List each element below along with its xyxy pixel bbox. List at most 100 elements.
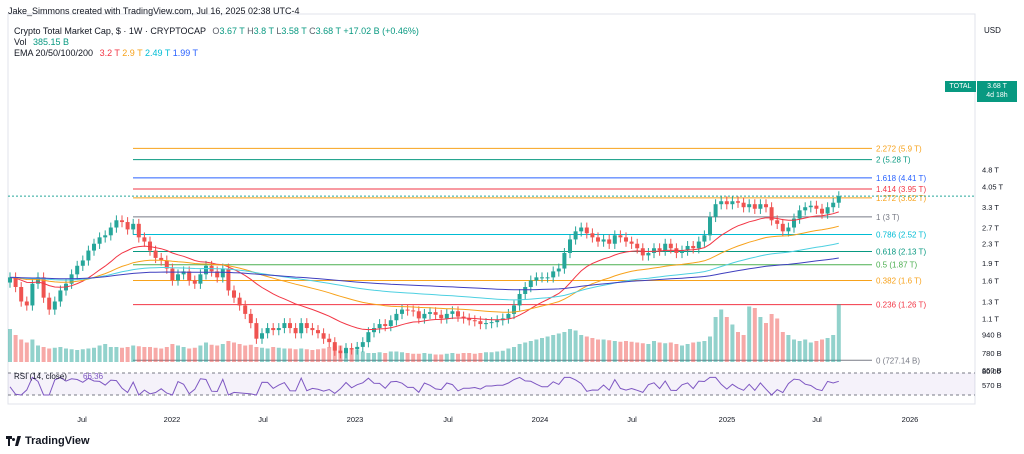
tradingview-brand[interactable]: TradingView <box>6 435 90 447</box>
price-axis-label: 2.7 T <box>982 224 999 233</box>
candle <box>579 227 584 232</box>
candle <box>551 271 556 278</box>
volume-bar <box>377 352 382 362</box>
time-axis-label: 2025 <box>719 415 736 424</box>
volume-bar <box>808 342 813 362</box>
rsi-line <box>9 376 839 396</box>
candle <box>282 323 287 329</box>
candle <box>80 260 85 266</box>
candle <box>663 243 668 251</box>
fib-level-label: 0.236 (1.26 T) <box>876 301 926 310</box>
rsi-axis-label: 80.00 <box>982 367 1001 376</box>
volume-bar <box>540 338 544 362</box>
volume-bar <box>831 335 836 362</box>
volume-bar <box>80 349 85 362</box>
volume-bar <box>400 352 404 362</box>
volume-bar <box>640 343 645 362</box>
candle <box>103 235 108 238</box>
candle <box>377 324 382 329</box>
candle <box>41 277 46 298</box>
candle <box>607 239 612 244</box>
candle <box>708 216 712 236</box>
volume-bar <box>366 353 371 362</box>
ema100-value: 2.49 T <box>144 48 171 58</box>
volume-bar <box>299 348 304 362</box>
volume-bar <box>512 347 516 362</box>
volume-bar <box>652 341 656 362</box>
candle <box>299 323 304 334</box>
volume-bar <box>596 339 600 362</box>
candle <box>360 342 365 347</box>
volume-bar <box>500 350 505 362</box>
volume-bar <box>8 329 12 362</box>
volume-bar <box>713 317 718 362</box>
candle <box>747 204 752 208</box>
time-axis-label: Jul <box>258 415 268 424</box>
fib-level-label: 0.5 (1.87 T) <box>876 261 918 270</box>
candle <box>696 241 701 249</box>
volume-bar <box>220 344 225 362</box>
volume-bar <box>523 342 528 362</box>
volume-bar <box>204 342 208 362</box>
time-axis-label: 2023 <box>347 415 364 424</box>
candle <box>97 237 102 244</box>
rsi-label: RSI (14, close) <box>14 372 67 381</box>
candle <box>108 227 113 236</box>
candle <box>47 297 52 310</box>
ohlc-open-label: O <box>212 26 220 36</box>
candle <box>170 268 175 281</box>
candle <box>310 328 315 331</box>
volume-bar <box>803 339 808 362</box>
candle <box>344 348 348 354</box>
volume-bar <box>164 347 169 362</box>
volume-bar <box>192 347 197 362</box>
candle <box>769 207 774 221</box>
candle <box>540 277 544 279</box>
volume-bar <box>579 335 584 362</box>
volume-bar <box>86 348 91 362</box>
candle <box>237 297 242 306</box>
time-axis-label: Jul <box>627 415 637 424</box>
ohlc-low-label: L <box>276 26 282 36</box>
price-axis-label: 4.05 T <box>982 182 1004 191</box>
candle <box>775 220 780 224</box>
candle <box>114 220 119 228</box>
candle <box>433 312 438 315</box>
candle <box>758 204 763 209</box>
candle <box>349 348 354 350</box>
candle <box>635 243 640 249</box>
volume-bar <box>36 345 40 362</box>
volume-bar <box>797 341 802 362</box>
volume-bar <box>472 353 477 362</box>
candle <box>19 287 24 302</box>
volume-bar <box>467 353 472 362</box>
volume-bar <box>495 351 500 362</box>
volume-bar <box>148 347 152 362</box>
volume-bar <box>730 324 735 362</box>
volume-bar <box>327 347 332 362</box>
time-axis-label: 2022 <box>164 415 181 424</box>
volume-bar <box>232 342 236 362</box>
volume-bar <box>349 348 354 362</box>
volume-bar <box>461 353 466 362</box>
volume-bar <box>416 353 421 362</box>
tradingview-wordmark: TradingView <box>25 435 90 447</box>
candle <box>136 223 141 238</box>
volume-bar <box>159 348 164 362</box>
candle <box>125 222 130 230</box>
candle <box>293 328 298 334</box>
candle <box>327 338 332 343</box>
candle <box>534 277 539 281</box>
candle <box>338 350 343 354</box>
volume-bar <box>136 346 141 362</box>
symbol-legend: Crypto Total Market Cap, $ · 1W · CRYPTO… <box>14 26 419 37</box>
fib-level-label: 1.272 (3.62 T) <box>876 194 926 203</box>
candle <box>411 310 416 312</box>
volume-bar <box>64 348 68 362</box>
volume-bar <box>316 349 320 362</box>
volume-bar <box>120 347 124 362</box>
candle <box>629 241 634 244</box>
ohlc-close-label: C <box>309 26 316 36</box>
candle <box>321 333 326 339</box>
